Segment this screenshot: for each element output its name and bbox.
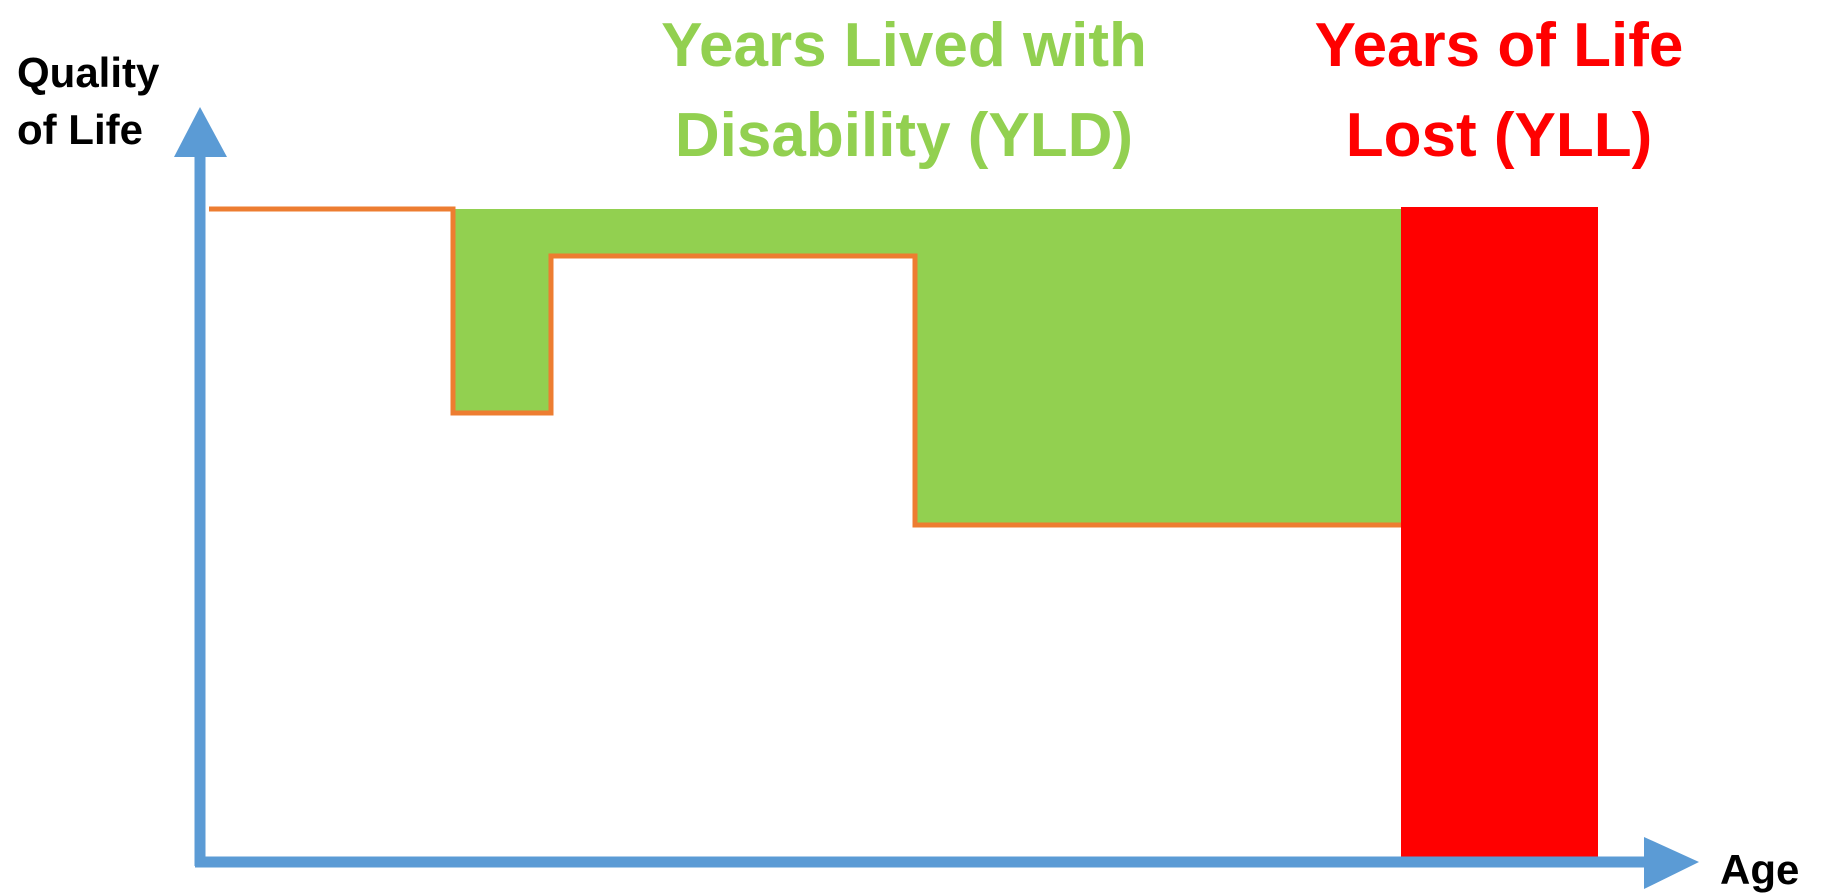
x-axis-arrow [1644,837,1699,889]
yld-label: Disability (YLD) [675,101,1133,170]
y-axis-label: of Life [17,106,143,153]
yld-label: Years Lived with [661,11,1147,80]
quality-line [209,206,1401,528]
yll-label: Years of Life [1315,11,1684,80]
yll-label: Lost (YLL) [1346,101,1653,170]
yld-area [453,209,1401,525]
x-axis-label: Age [1720,846,1799,893]
yll-area [1401,207,1598,858]
y-axis-arrow [174,107,227,157]
y-axis-label: Quality [17,49,160,96]
